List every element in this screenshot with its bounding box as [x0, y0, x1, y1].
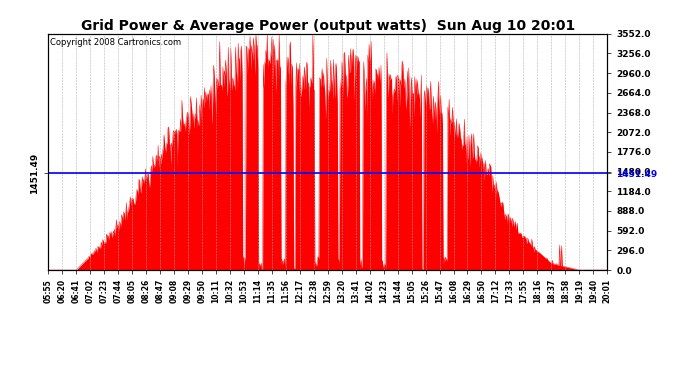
Title: Grid Power & Average Power (output watts)  Sun Aug 10 20:01: Grid Power & Average Power (output watts… — [81, 19, 575, 33]
Text: Copyright 2008 Cartronics.com: Copyright 2008 Cartronics.com — [50, 39, 181, 48]
